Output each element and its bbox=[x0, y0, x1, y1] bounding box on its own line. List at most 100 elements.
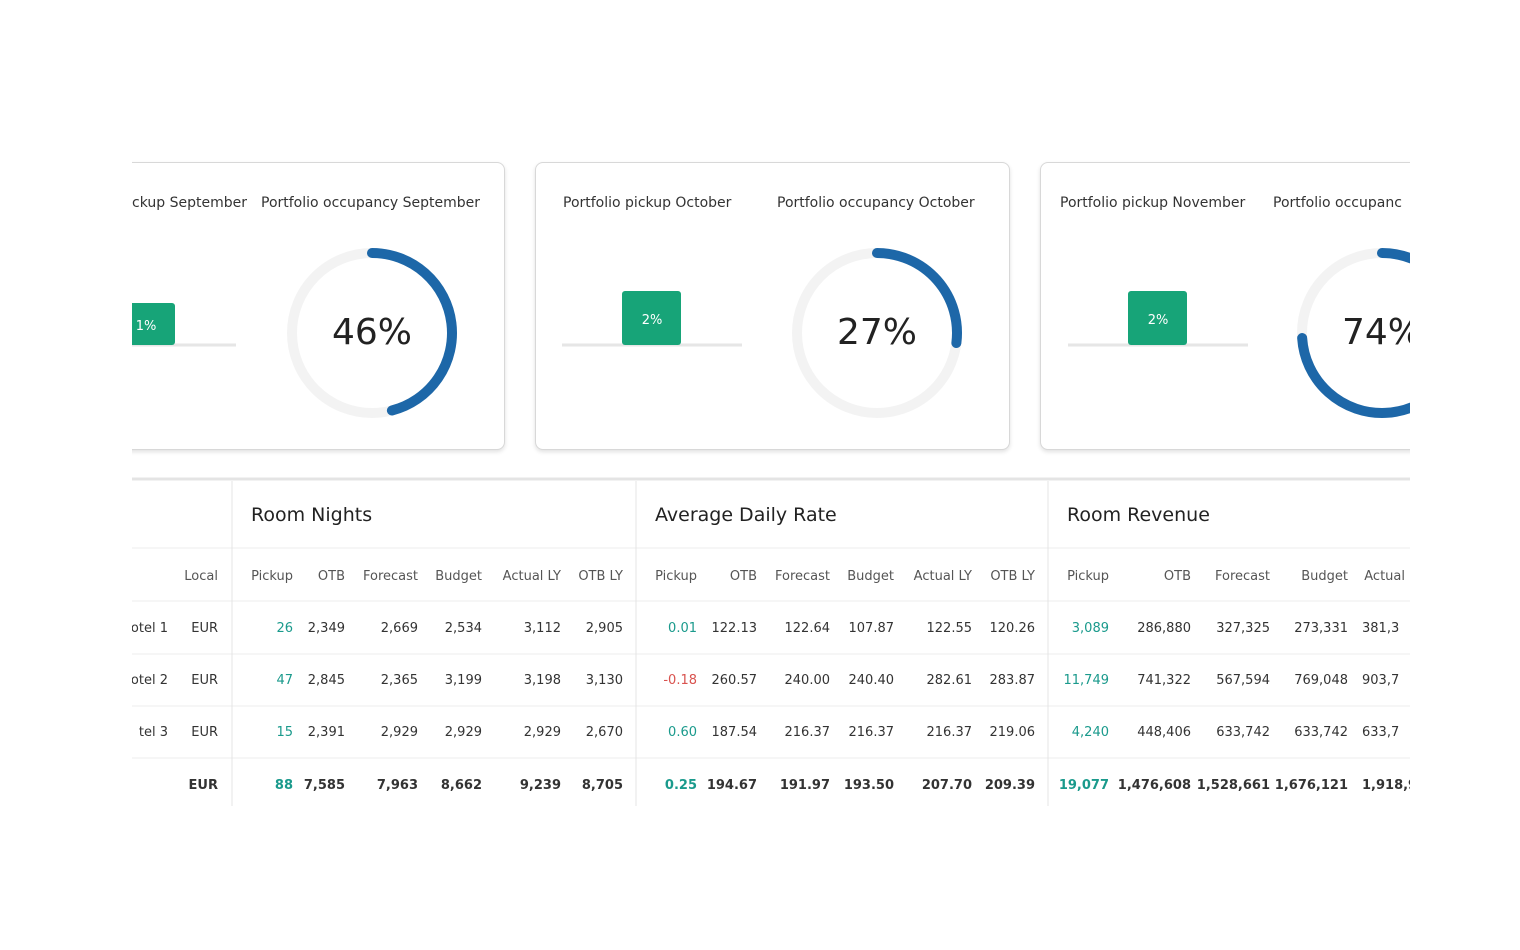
dashboard: ckup September Portfolio occupancy Septem… bbox=[132, 0, 1410, 950]
table-cell: 207.70 bbox=[921, 777, 972, 793]
pickup-title: ckup September bbox=[132, 195, 247, 211]
column-header: Budget bbox=[847, 568, 894, 584]
table-cell: 2,669 bbox=[380, 620, 418, 636]
table-cell: 2,349 bbox=[307, 620, 345, 636]
column-header: Forecast bbox=[362, 568, 418, 584]
table-cell: 191.97 bbox=[779, 777, 830, 793]
table-cell: 567,594 bbox=[1216, 672, 1270, 688]
table-cell: 8,662 bbox=[440, 777, 482, 793]
pickup-label: 1% bbox=[135, 318, 157, 334]
table-cell: 11,749 bbox=[1063, 672, 1110, 688]
occupancy-title: Portfolio occupanc bbox=[1273, 195, 1402, 211]
table-cell: 240.40 bbox=[848, 672, 895, 688]
column-header: Pickup bbox=[251, 568, 293, 584]
column-header: Pickup bbox=[1067, 568, 1109, 584]
table-cell: 3,199 bbox=[444, 672, 482, 688]
table-cell: 2,365 bbox=[380, 672, 418, 688]
pickup-bar bbox=[132, 303, 175, 345]
table-cell: 122.55 bbox=[926, 620, 973, 636]
table-cell: 2,534 bbox=[444, 620, 482, 636]
column-header: Forecast bbox=[1214, 568, 1270, 584]
pickup-label: 2% bbox=[1147, 312, 1169, 328]
table-cell: 9,239 bbox=[519, 777, 561, 793]
gauge-value: 74% bbox=[1341, 312, 1410, 353]
table-cell: 2,929 bbox=[523, 724, 561, 740]
table-cell: 286,880 bbox=[1137, 620, 1191, 636]
table-cell: 2,905 bbox=[585, 620, 623, 636]
table-cell: EUR bbox=[188, 777, 218, 793]
table-cell: 88 bbox=[274, 777, 293, 793]
table-cell: 273,331 bbox=[1294, 620, 1348, 636]
table-cell: 3,112 bbox=[523, 620, 561, 636]
gauge-arc bbox=[872, 248, 962, 349]
pickup-bar bbox=[1128, 291, 1187, 345]
table-cell: 0.60 bbox=[668, 724, 697, 740]
row-label: otel 1 bbox=[132, 620, 168, 636]
table-cell: 2,929 bbox=[444, 724, 482, 740]
row-label: tel 3 bbox=[138, 724, 168, 740]
table-cell: 7,585 bbox=[303, 777, 345, 793]
graphics bbox=[132, 248, 1410, 806]
column-header: Forecast bbox=[774, 568, 830, 584]
table-cell: 903,7 bbox=[1362, 672, 1400, 688]
table-cell: 0.25 bbox=[664, 777, 697, 793]
column-header: Actual LY bbox=[502, 568, 561, 584]
gauge-arc bbox=[1297, 248, 1410, 418]
column-header: Actual bbox=[1364, 568, 1405, 584]
table-cell: 219.06 bbox=[989, 724, 1036, 740]
table-cell: 3,130 bbox=[585, 672, 623, 688]
table-cell: 209.39 bbox=[984, 777, 1035, 793]
gauge-value: 46% bbox=[331, 312, 412, 353]
table-cell: 2,670 bbox=[585, 724, 623, 740]
table-cell: 194.67 bbox=[706, 777, 757, 793]
column-header: Budget bbox=[435, 568, 482, 584]
column-header: OTB bbox=[729, 568, 757, 584]
occupancy-title: Portfolio occupancy September bbox=[261, 195, 481, 211]
gauge-value: 27% bbox=[836, 312, 917, 353]
table-cell: EUR bbox=[191, 620, 218, 636]
table-cell: 26 bbox=[276, 620, 293, 636]
table-cell: 633,7 bbox=[1362, 724, 1400, 740]
column-header: Pickup bbox=[655, 568, 697, 584]
column-header: OTB LY bbox=[990, 568, 1035, 584]
table-cell: 327,325 bbox=[1216, 620, 1270, 636]
table-cell: 260.57 bbox=[711, 672, 758, 688]
row-label: otel 2 bbox=[132, 672, 168, 688]
table-cell: 15 bbox=[276, 724, 293, 740]
table-cell: 1,918,9 bbox=[1362, 777, 1410, 793]
table-cell: -0.18 bbox=[663, 672, 697, 688]
table-cell: 3,089 bbox=[1071, 620, 1109, 636]
pickup-title: Portfolio pickup October bbox=[563, 195, 732, 211]
column-header: Local bbox=[184, 568, 218, 584]
table-cell: 216.37 bbox=[848, 724, 895, 740]
table-cell: 187.54 bbox=[711, 724, 758, 740]
table-cell: 240.00 bbox=[784, 672, 831, 688]
table-cell: 633,742 bbox=[1294, 724, 1348, 740]
table-cell: 7,963 bbox=[376, 777, 418, 793]
table-cell: 122.13 bbox=[711, 620, 758, 636]
pickup-title: Portfolio pickup November bbox=[1060, 195, 1246, 211]
table-cell: 2,391 bbox=[307, 724, 345, 740]
table-cell: 47 bbox=[276, 672, 293, 688]
column-header: OTB bbox=[317, 568, 345, 584]
table-cell: 1,676,121 bbox=[1274, 777, 1348, 793]
group-header: Average Daily Rate bbox=[655, 503, 837, 526]
group-header: Room Revenue bbox=[1067, 503, 1210, 526]
table-cell: 8,705 bbox=[581, 777, 623, 793]
pickup-bar bbox=[622, 291, 681, 345]
occupancy-title: Portfolio occupancy October bbox=[777, 195, 975, 211]
table-cell: 282.61 bbox=[926, 672, 973, 688]
card bbox=[535, 162, 1010, 450]
table-cell: 107.87 bbox=[848, 620, 895, 636]
table-cell: 381,3 bbox=[1362, 620, 1400, 636]
table-cell: 19,077 bbox=[1058, 777, 1109, 793]
column-header: OTB LY bbox=[578, 568, 623, 584]
table-cell: 1,476,608 bbox=[1117, 777, 1191, 793]
table-cell: 122.64 bbox=[784, 620, 831, 636]
table-cell: EUR bbox=[191, 724, 218, 740]
table-cell: 193.50 bbox=[843, 777, 894, 793]
pickup-label: 2% bbox=[641, 312, 663, 328]
table-cell: 1,528,661 bbox=[1196, 777, 1270, 793]
table-cell: 4,240 bbox=[1071, 724, 1109, 740]
